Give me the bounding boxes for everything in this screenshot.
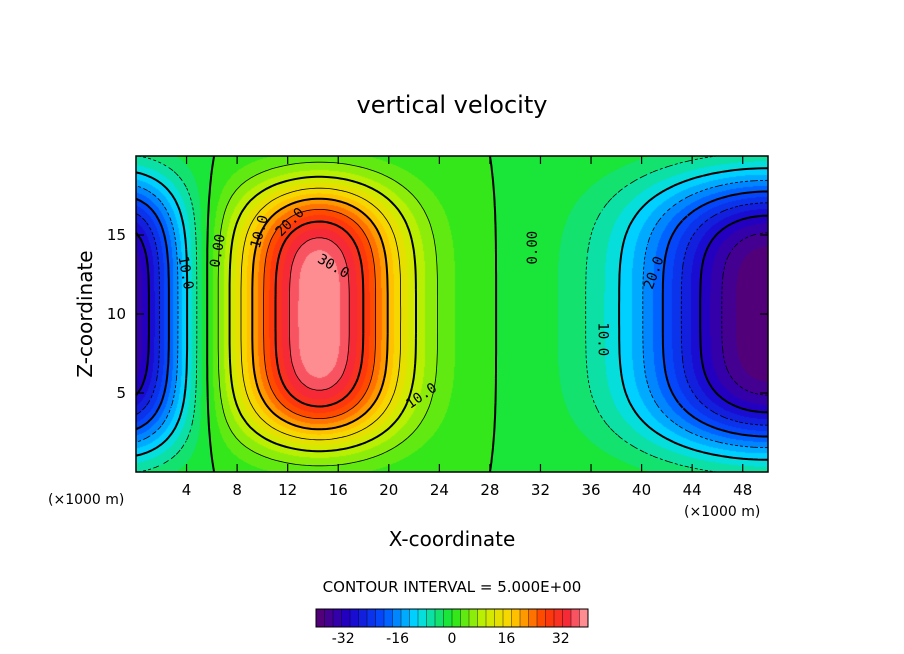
contour-interval-text: CONTOUR INTERVAL = 5.000E+00 [323,578,582,596]
colorbar-tick-labels: -32 -16 0 16 32 [332,631,570,647]
colorbar-tick-label: 32 [552,631,570,647]
colorbar-cell [502,608,513,628]
colorbar-tick-label: -32 [332,631,355,647]
colorbar-cell [553,608,564,628]
x-tick-label: 40 [632,481,651,499]
colorbar-cell [383,608,394,628]
colorbar-cell [579,608,589,628]
colorbar-cell [545,608,555,628]
x-tick-label: 12 [278,481,297,499]
colorbar-cell [443,608,453,628]
colorbar-cell [409,608,419,628]
colorbar-cell [375,608,385,628]
velocity-field-raster [136,156,768,472]
x-tick-label: 48 [733,481,752,499]
colorbar-cell [451,608,462,628]
x-unit-right: (×1000 m) [684,504,760,520]
colorbar-cell [562,608,572,628]
colorbar-cell [332,608,343,628]
x-tick-label: 16 [329,481,348,499]
y-axis-label: Z-coordinate [73,250,97,377]
colorbar-tick-label: 16 [497,631,515,647]
contour-line-neg35 [721,232,769,396]
colorbar-cell [349,608,360,628]
x-tick-label: 20 [379,481,398,499]
colorbar-cells [315,608,589,628]
contour-line-20 [251,197,389,431]
colorbar-cell [460,608,470,628]
contour-label: 0.00 [525,231,541,265]
contour-line-neg10 [135,167,769,461]
contour-line-15 [240,187,402,441]
x-tick-label: 28 [480,481,499,499]
y-axis-ticks: 5 10 15 [107,226,768,402]
y-tick-label: 5 [116,384,126,402]
y-tick-label: 10 [107,305,126,323]
x-tick-label: 24 [430,481,449,499]
y-tick-label: 15 [107,226,126,244]
contour-line-35 [289,237,350,391]
contour-line-neg20 [135,190,768,438]
colorbar-cell [494,608,504,628]
x-tick-label: 8 [232,481,242,499]
contour-line-neg15 [135,179,769,449]
x-tick-label: 32 [531,481,550,499]
colorbar-cell [477,608,487,628]
colorbar-tick-label: -16 [386,631,409,647]
contour-line-25 [263,209,376,419]
colorbar-frame [315,608,589,628]
contour-line-0 [206,155,498,473]
x-axis-label: X-coordinate [389,527,516,551]
contour-lines [135,155,769,473]
colorbar-cell [519,608,530,628]
x-axis-ticks: 4 8 12 16 20 24 28 32 36 40 44 48 [182,156,752,499]
x-tick-label: 36 [581,481,600,499]
colorbar-cell [485,608,496,628]
x-tick-label: 44 [683,481,702,499]
colorbar-cell [392,608,402,628]
x-tick-label: 4 [182,481,192,499]
chart-title: vertical velocity [357,91,548,119]
contour-label: 10.0 [594,322,610,356]
contour-label: 10.0 [174,255,196,291]
contour-line-30 [274,220,365,408]
colorbar-cell [468,608,479,628]
contour-line-neg25 [135,202,769,426]
colorbar-cell [400,608,411,628]
contour-line-10 [228,175,417,453]
colorbar: -32 -16 0 16 32 [315,608,589,647]
colorbar-cell [324,608,334,628]
x-unit-left: (×1000 m) [48,492,124,508]
colorbar-cell [341,608,351,628]
colorbar-cell [434,608,445,628]
colorbar-cell [536,608,547,628]
colorbar-cell [315,608,326,628]
colorbar-cell [511,608,521,628]
colorbar-cell [417,608,428,628]
contour-label: 0.00 [207,233,229,269]
contour-line-neg30 [135,214,769,414]
colorbar-cell [426,608,436,628]
contour-line-5 [217,161,438,467]
colorbar-tick-label: 0 [448,631,457,647]
colorbar-cell [358,608,368,628]
colorbar-cell [528,608,538,628]
colorbar-cell [570,608,581,628]
colorbar-cell [366,608,377,628]
